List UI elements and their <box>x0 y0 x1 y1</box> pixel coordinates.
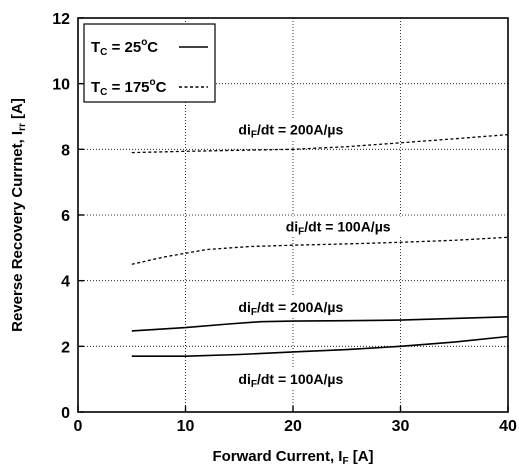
y-tick-label: 6 <box>61 208 70 225</box>
series-line <box>131 316 509 332</box>
annotations: diF/dt = 200A/µs diF/dt = 100A/µs diF/dt =… <box>224 119 405 390</box>
annotation-background <box>224 369 357 390</box>
x-tick-label: 10 <box>177 418 195 435</box>
annotation-background <box>272 216 405 237</box>
y-tick-label: 4 <box>61 274 70 291</box>
x-tick-label: 20 <box>284 418 302 435</box>
legend-label: TC = 175oC <box>91 77 167 98</box>
y-tick-label: 0 <box>61 405 70 422</box>
y-axis-label: Reverse Recovery Currnet, Irr [A] <box>9 98 28 332</box>
series-line <box>131 133 509 154</box>
legend-box <box>83 23 216 103</box>
annotation-background <box>224 119 357 140</box>
annotation-label: diF/dt = 100A/µs <box>286 218 391 237</box>
x-tick-label: 40 <box>499 418 517 435</box>
series-line <box>131 335 509 358</box>
series-lines <box>131 133 509 358</box>
annotation-label: diF/dt = 200A/µs <box>238 122 343 141</box>
legend-label: TC = 25oC <box>91 37 158 58</box>
annotation-label: diF/dt = 200A/µs <box>238 299 343 318</box>
x-axis-label: Forward Current, IF [A] <box>212 448 373 467</box>
annotation-label: diF/dt = 100A/µs <box>238 371 343 390</box>
series-line <box>131 236 509 265</box>
y-tick-label: 10 <box>52 77 70 94</box>
y-tick-label: 8 <box>61 142 70 159</box>
annotation-background <box>224 296 357 317</box>
axis-ticks: 0 10 20 30 40 0 2 4 6 8 10 12 <box>52 11 517 435</box>
y-tick-label: 12 <box>52 11 70 28</box>
x-tick-label: 0 <box>74 418 83 435</box>
legend: TC = 25oC TC = 175oC <box>83 23 216 103</box>
x-tick-label: 30 <box>392 418 410 435</box>
y-tick-label: 2 <box>61 339 70 356</box>
